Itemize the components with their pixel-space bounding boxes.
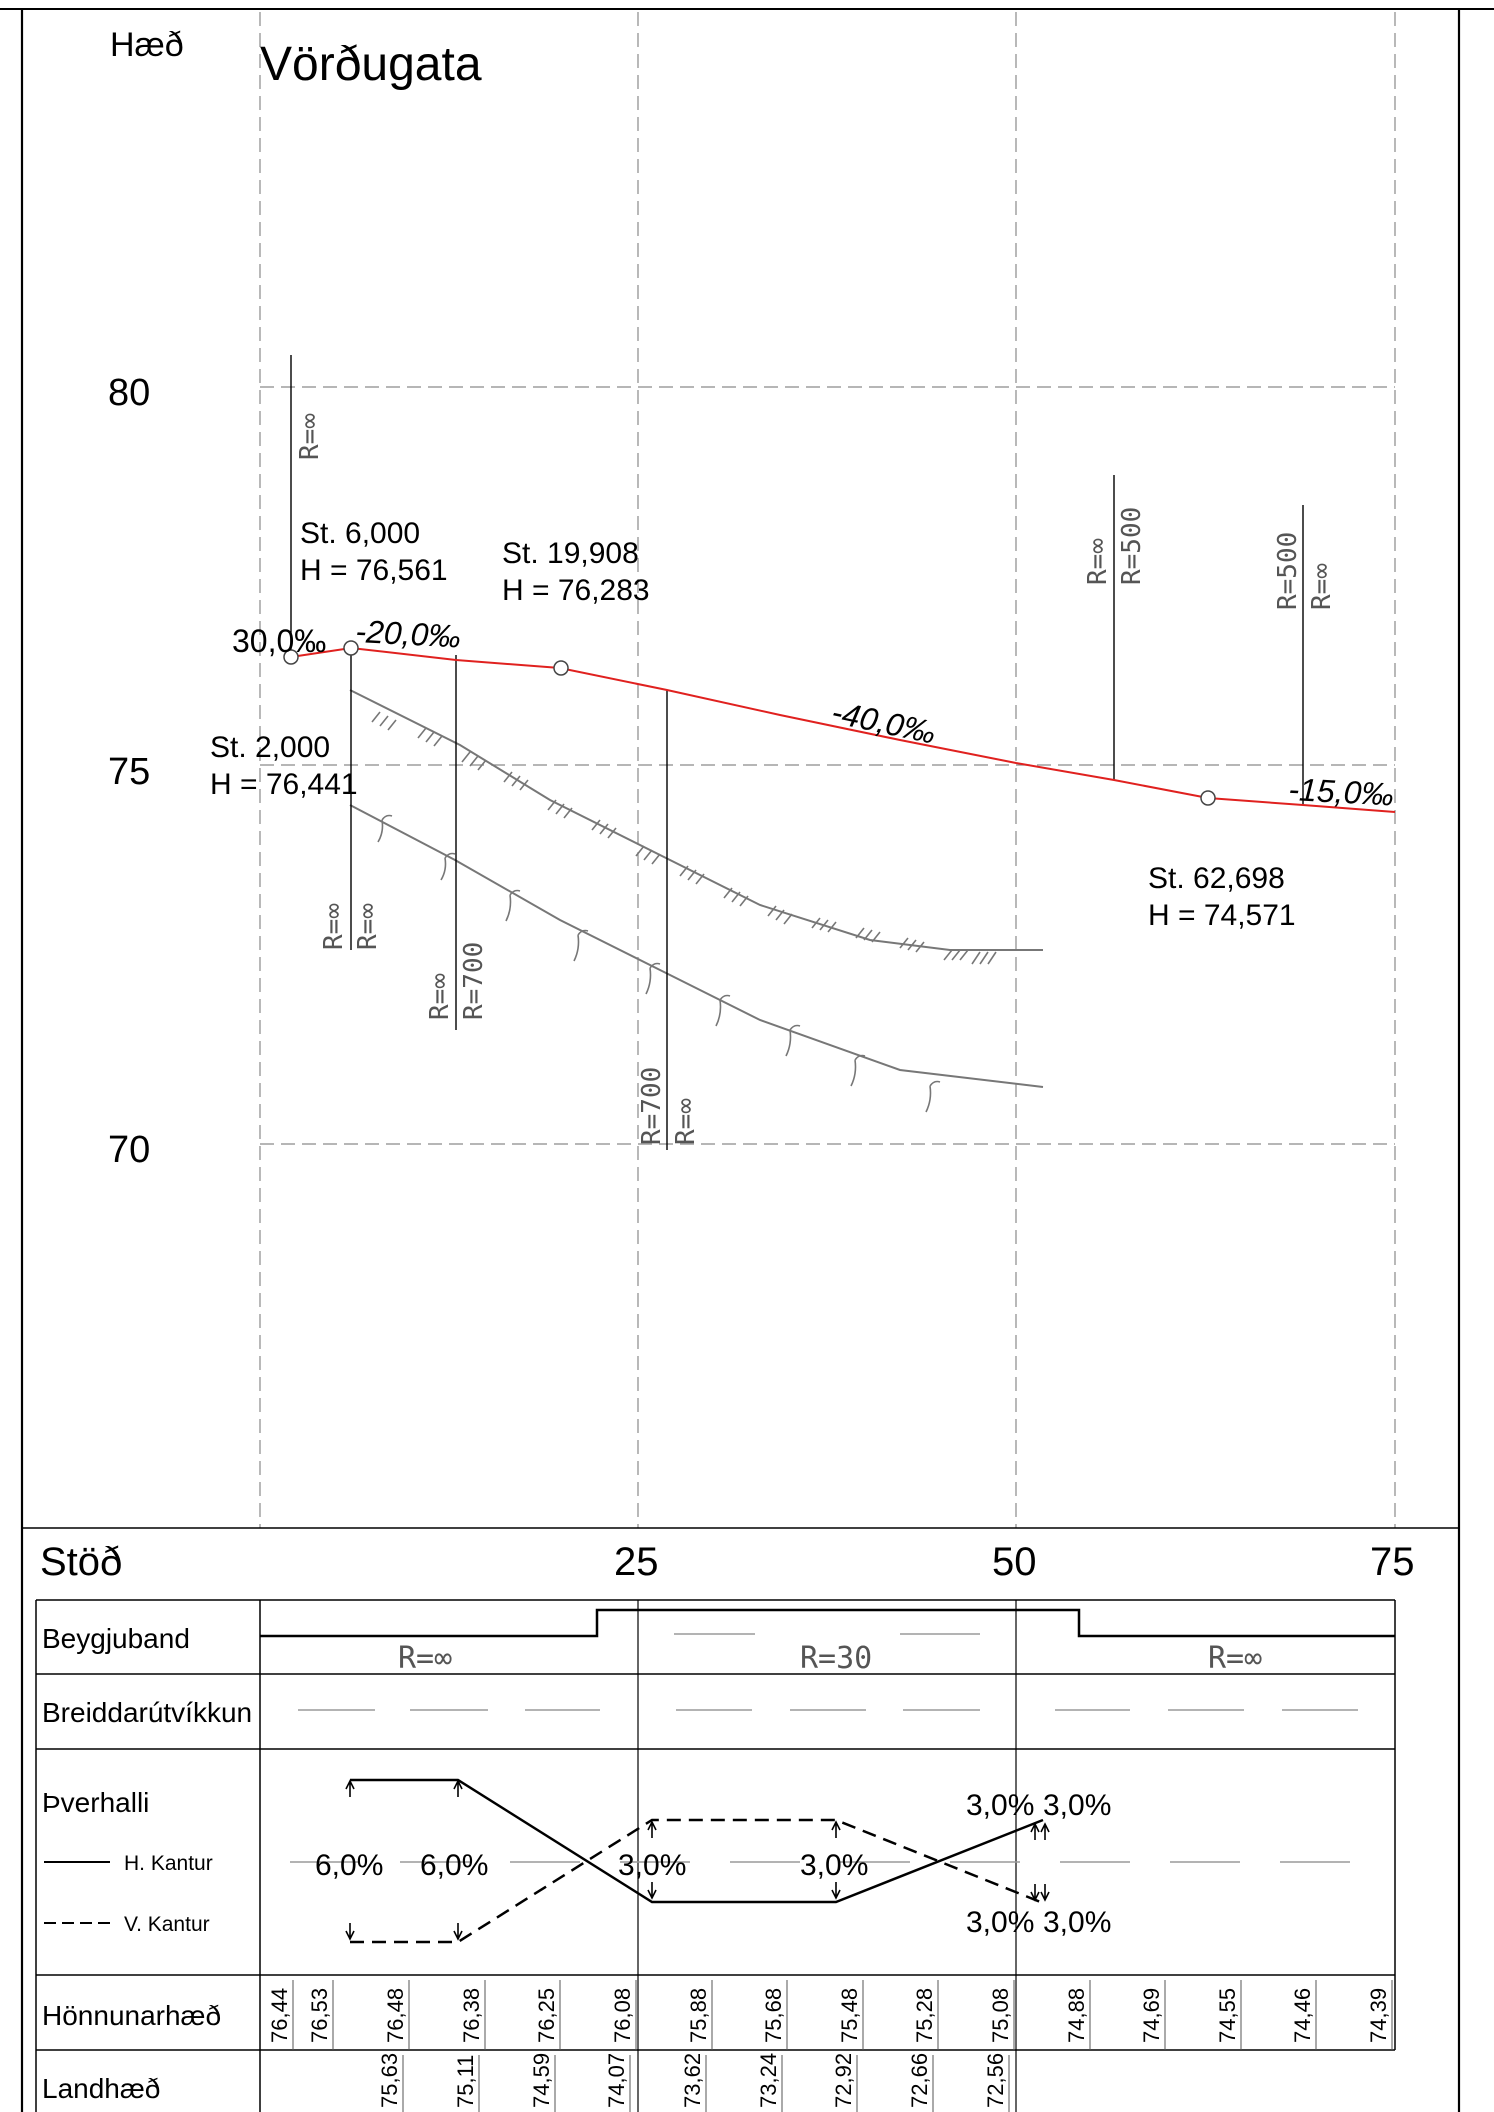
grade-label-4: -15,0‰ <box>1288 771 1395 812</box>
crossfall-value-2: 6,0% <box>420 1849 488 1882</box>
crossfall-h-line <box>350 1778 1044 1904</box>
design-height-value: 76,48 <box>383 1988 408 2043</box>
r-label-2: R=∞ <box>319 903 349 950</box>
curve-radius-labels: R=∞ R=∞ R=∞ R=∞ R=700 R=700 R=∞ R=∞ R=50… <box>295 413 1337 1145</box>
ground-height-value: 74,59 <box>529 2053 554 2108</box>
r-label-1: R=∞ <box>295 413 325 460</box>
terrain-lower <box>349 804 1044 1113</box>
crossfall-value-4: 3,0% <box>800 1849 868 1882</box>
band-table-lines <box>35 1599 1396 2112</box>
ground-height-value: 75,63 <box>377 2053 402 2108</box>
design-height-value: 74,88 <box>1064 1988 1089 2043</box>
x-tick-25: 25 <box>614 1540 659 1584</box>
design-height-value: 74,55 <box>1215 1988 1240 2043</box>
ground-height-value: 74,07 <box>604 2053 629 2108</box>
r-label-5: R=700 <box>459 942 489 1020</box>
st6-height: H = 76,561 <box>300 554 448 587</box>
design-height-value: 75,88 <box>686 1988 711 2043</box>
ground-height-value: 73,24 <box>756 2053 781 2108</box>
r-label-4: R=∞ <box>425 973 455 1020</box>
x-tick-50: 50 <box>992 1540 1037 1584</box>
band-segment-3: R=∞ <box>1208 1641 1262 1676</box>
st19-station: St. 19,908 <box>502 537 639 570</box>
x-tick-75: 75 <box>1370 1540 1415 1584</box>
crossfall-value-3: 3,0% <box>618 1849 686 1882</box>
drawing-title: Vörðugata <box>260 38 482 91</box>
ground-height-value: 72,56 <box>983 2053 1008 2108</box>
design-height-value: 76,53 <box>307 1988 332 2043</box>
r-label-9: R=500 <box>1117 507 1147 585</box>
design-height-value: 76,08 <box>610 1988 635 2043</box>
y-tick-80: 80 <box>108 372 150 414</box>
ground-height-value: 75,11 <box>453 2055 478 2108</box>
crossfall-value-7: 3,0% <box>966 1906 1034 1939</box>
crossfall-value-6: 3,0% <box>1043 1789 1111 1822</box>
grade-label-1: 30,0‰ <box>232 623 326 659</box>
design-height-value: 74,46 <box>1290 1988 1315 2043</box>
design-profile-line <box>290 646 1396 813</box>
design-height-value: 75,68 <box>761 1988 786 2043</box>
crossfall-v-line <box>350 1818 1044 1944</box>
design-height-value: 76,25 <box>534 1988 559 2043</box>
design-height-value: 75,48 <box>837 1988 862 2043</box>
r-label-7: R=∞ <box>671 1098 701 1145</box>
r-label-11: R=∞ <box>1307 563 1337 610</box>
band-segment-2: R=30 <box>800 1641 872 1676</box>
profile-points <box>283 640 1216 806</box>
y-tick-75: 75 <box>108 751 150 793</box>
legend-v-kantur: V. Kantur <box>124 1913 210 1936</box>
design-height-value: 74,69 <box>1139 1988 1164 2043</box>
st2-station: St. 2,000 <box>210 731 330 764</box>
r-label-6: R=700 <box>637 1067 667 1145</box>
band-label-landhaed: Landhæð <box>42 2073 160 2104</box>
r-label-8: R=∞ <box>1083 538 1113 585</box>
r-label-3: R=∞ <box>353 903 383 950</box>
design-height-value: 74,39 <box>1366 1988 1391 2043</box>
grade-label-2: -20,0‰ <box>355 613 462 654</box>
band-label-beygjuband: Beygjuband <box>42 1623 190 1654</box>
crossfall-value-5: 3,0% <box>966 1789 1034 1822</box>
y-tick-70: 70 <box>108 1129 150 1171</box>
design-height-value: 75,28 <box>912 1988 937 2043</box>
band-label-honnunarhaed: Hönnunarhæð <box>42 2000 221 2031</box>
crossfall-value-8: 3,0% <box>1043 1906 1111 1939</box>
st2-height: H = 76,441 <box>210 768 358 801</box>
y-axis-label: Hæð <box>110 26 184 64</box>
ground-height-value: 72,66 <box>907 2053 932 2108</box>
st19-height: H = 76,283 <box>502 574 650 607</box>
crossfall-value-1: 6,0% <box>315 1849 383 1882</box>
ground-height-value: 73,62 <box>680 2053 705 2108</box>
design-height-value: 75,08 <box>988 1988 1013 2043</box>
ground-height-value: 72,92 <box>831 2053 856 2108</box>
x-axis-label: Stöð <box>40 1540 122 1584</box>
plot-grid <box>259 12 1396 1528</box>
curve-band-line <box>260 1608 1395 1638</box>
st62-station: St. 62,698 <box>1148 862 1285 895</box>
grade-label-3: -40,0‰ <box>829 694 939 751</box>
st6-station: St. 6,000 <box>300 517 420 550</box>
design-height-value: 76,38 <box>459 1988 484 2043</box>
band-segment-1: R=∞ <box>398 1641 452 1676</box>
legend-h-kantur: H. Kantur <box>124 1852 213 1875</box>
ground-height-values: 75,63 75,11 74,59 74,07 73,62 73,24 72,92 72,66… <box>377 2053 1010 2112</box>
design-height-value: 76,44 <box>267 1988 292 2043</box>
crossfall-arrows <box>345 1779 1050 1941</box>
curve-markers <box>290 355 1304 1150</box>
band-label-thverhalli: Þverhalli <box>42 1787 149 1818</box>
r-label-10: R=500 <box>1273 532 1303 610</box>
terrain-upper <box>349 689 1043 965</box>
design-height-values: 76,44 76,53 76,48 76,38 76,25 76,08 75,88 75,68… <box>267 1980 1393 2050</box>
st62-height: H = 74,571 <box>1148 899 1296 932</box>
band-label-breidd: Breiddarútvíkkun <box>42 1697 252 1728</box>
